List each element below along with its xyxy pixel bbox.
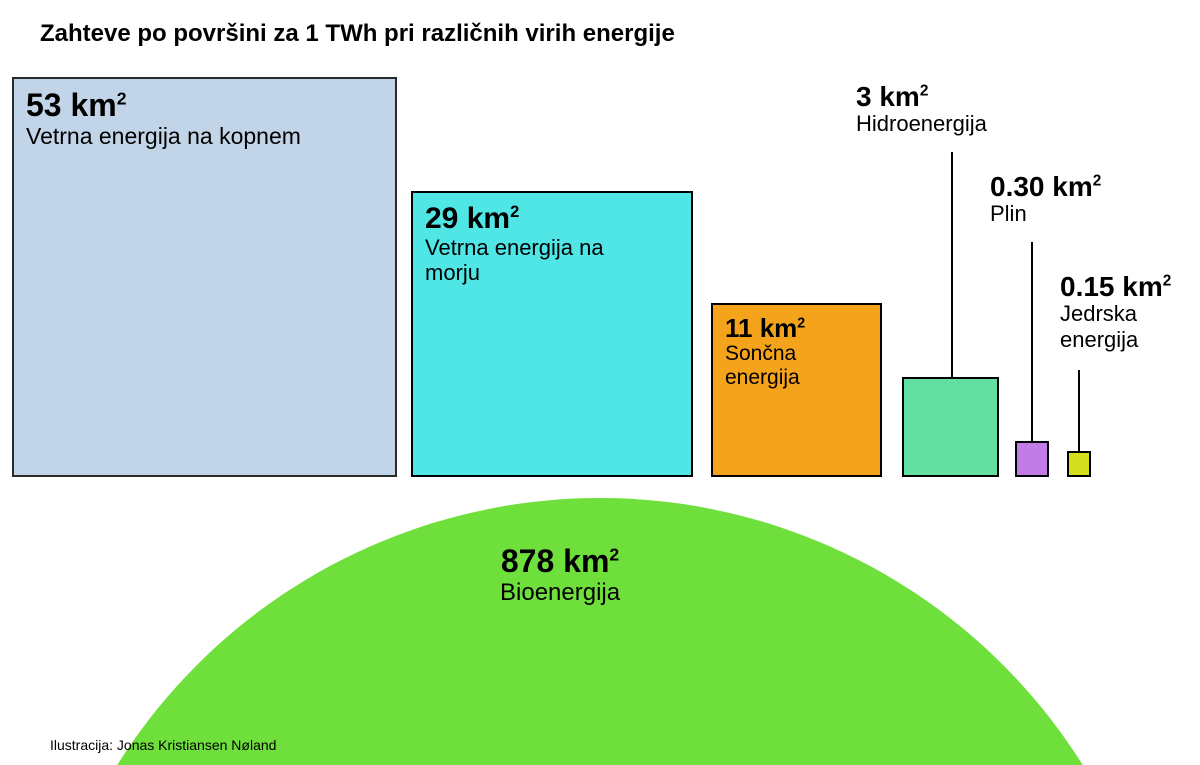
box-gas <box>1015 441 1049 477</box>
infographic-stage: Zahteve po površini za 1 TWh pri različn… <box>0 0 1200 765</box>
value-hydro: 3 km2 <box>856 82 1056 111</box>
illustration-credit: Ilustracija: Jonas Kristiansen Nøland <box>50 737 276 753</box>
callout-label-nuclear: 0.15 km2 Jedrska energija <box>1060 272 1200 352</box>
name-hydro: Hidroenergija <box>856 111 1056 136</box>
value-nuclear: 0.15 km2 <box>1060 272 1200 301</box>
label-wind-onshore: 53 km2 Vetrna energija na kopnem <box>14 79 313 149</box>
label-solar: 11 km2 Sončna energija <box>713 305 877 391</box>
label-wind-offshore: 29 km2 Vetrna energija na morju <box>413 193 667 285</box>
bioenergy-arc <box>30 498 1170 765</box>
name-solar: Sončna energija <box>725 342 865 390</box>
value-solar: 11 km2 <box>725 315 865 342</box>
value-bioenergy: 878 km2 <box>500 545 620 579</box>
name-wind-offshore: Vetrna energija na morju <box>425 235 655 286</box>
box-wind-offshore: 29 km2 Vetrna energija na morju <box>411 191 693 477</box>
value-wind-onshore: 53 km2 <box>26 89 301 123</box>
name-nuclear: Jedrska energija <box>1060 301 1170 352</box>
label-bioenergy: 878 km2 Bioenergija <box>500 545 620 606</box>
box-nuclear <box>1067 451 1091 477</box>
callout-line-hydro <box>951 152 953 377</box>
box-hydro <box>902 377 999 477</box>
box-solar: 11 km2 Sončna energija <box>711 303 882 477</box>
value-wind-offshore: 29 km2 <box>425 203 655 235</box>
box-wind-onshore: 53 km2 Vetrna energija na kopnem <box>12 77 397 477</box>
callout-label-hydro: 3 km2 Hidroenergija <box>856 82 1056 137</box>
callout-line-gas <box>1031 242 1033 441</box>
callout-line-nuclear <box>1078 370 1080 451</box>
name-wind-onshore: Vetrna energija na kopnem <box>26 123 301 149</box>
name-gas: Plin <box>990 201 1150 226</box>
value-gas: 0.30 km2 <box>990 172 1150 201</box>
chart-title: Zahteve po površini za 1 TWh pri različn… <box>40 20 675 48</box>
name-bioenergy: Bioenergija <box>500 579 620 607</box>
callout-label-gas: 0.30 km2 Plin <box>990 172 1150 227</box>
